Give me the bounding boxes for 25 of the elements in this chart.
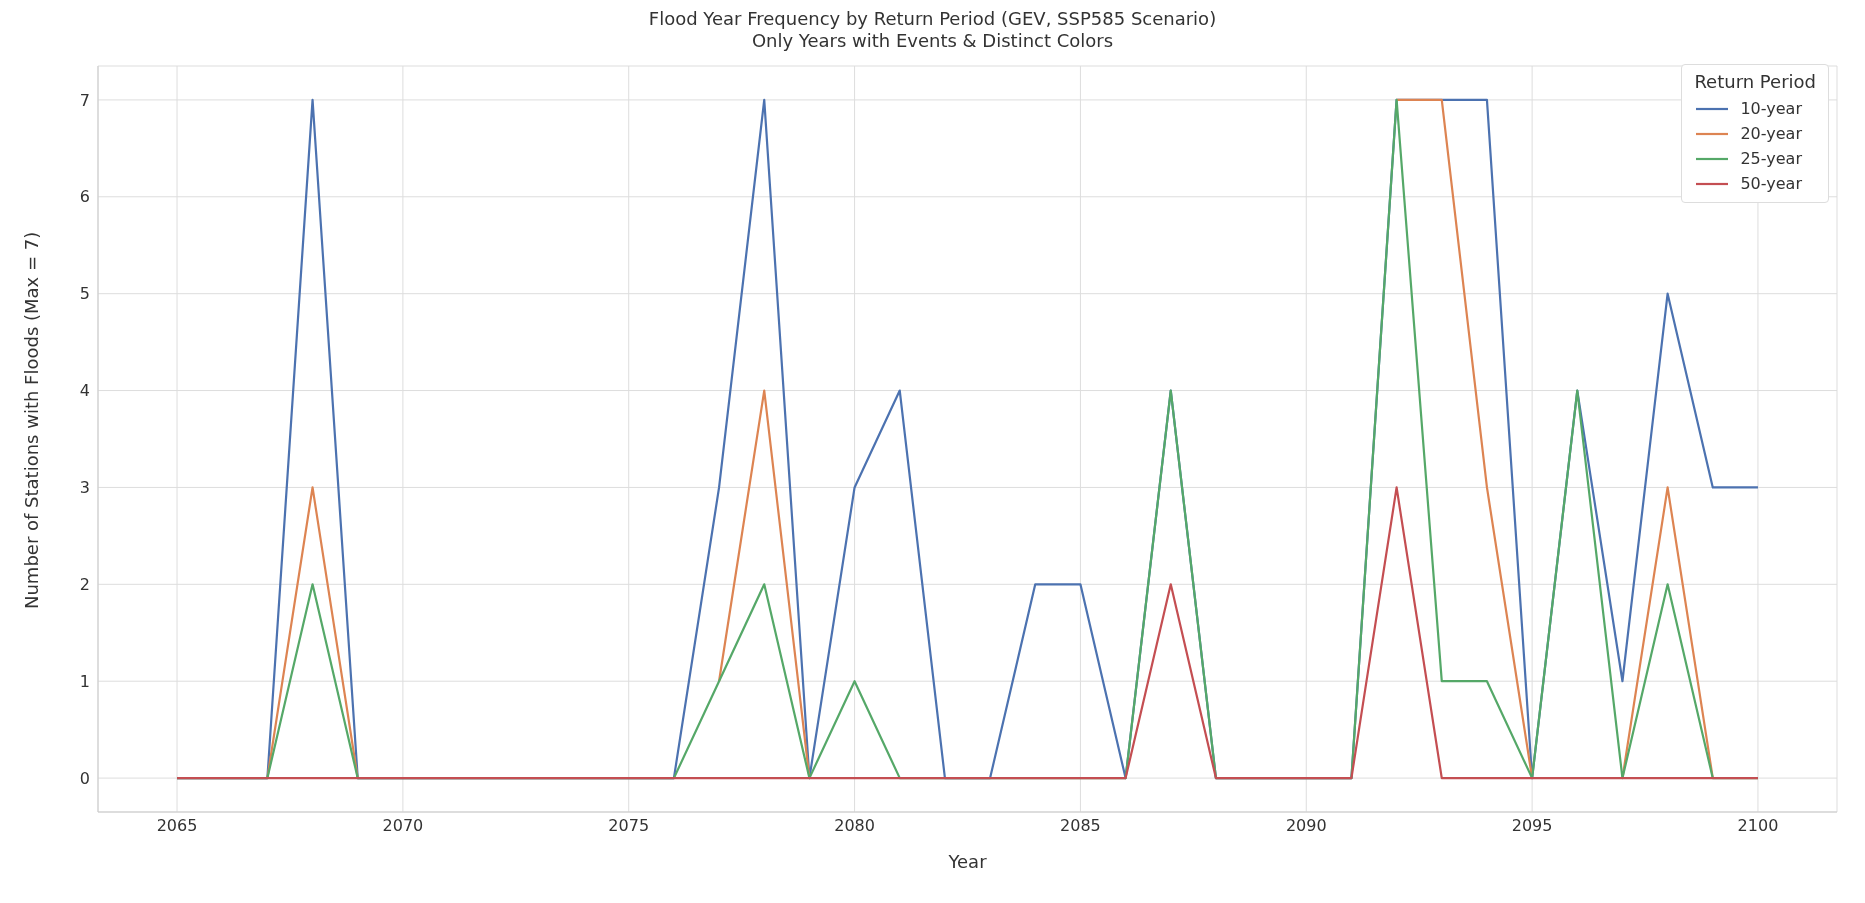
- x-tick-label: 2090: [1285, 816, 1327, 836]
- y-tick-label: 0: [79, 768, 90, 788]
- legend-label: 50-year: [1740, 173, 1802, 195]
- y-tick-label: 3: [79, 478, 90, 498]
- chart-subtitle: Only Years with Events & Distinct Colors: [750, 30, 1115, 52]
- y-axis-title: Number of Stations with Floods (Max = 7): [21, 231, 43, 609]
- x-tick-label: 2100: [1737, 816, 1779, 836]
- legend-label: 20-year: [1740, 123, 1802, 145]
- x-tick-label: 2075: [608, 816, 650, 836]
- x-tick-label: 2070: [382, 816, 424, 836]
- legend-label: 25-year: [1740, 148, 1802, 170]
- x-tick-label: 2080: [834, 816, 875, 836]
- y-tick-label: 7: [79, 90, 90, 110]
- x-tick-label: 2065: [156, 816, 198, 836]
- y-tick-label: 5: [79, 284, 90, 304]
- legend-label: 10-year: [1740, 98, 1802, 120]
- y-tick-label: 1: [79, 671, 90, 691]
- legend-title: Return Period: [1694, 71, 1816, 92]
- y-tick-label: 4: [79, 381, 90, 401]
- y-tick-label: 2: [79, 575, 90, 594]
- y-tick-label: 6: [79, 187, 90, 207]
- x-tick-label: 2085: [1060, 816, 1101, 836]
- chart-title: Flood Year Frequency by Return Period (GEV, SSP585 Scenario): [647, 8, 1218, 30]
- x-tick-label: 2095: [1511, 816, 1553, 836]
- x-axis-title: Year: [947, 851, 988, 872]
